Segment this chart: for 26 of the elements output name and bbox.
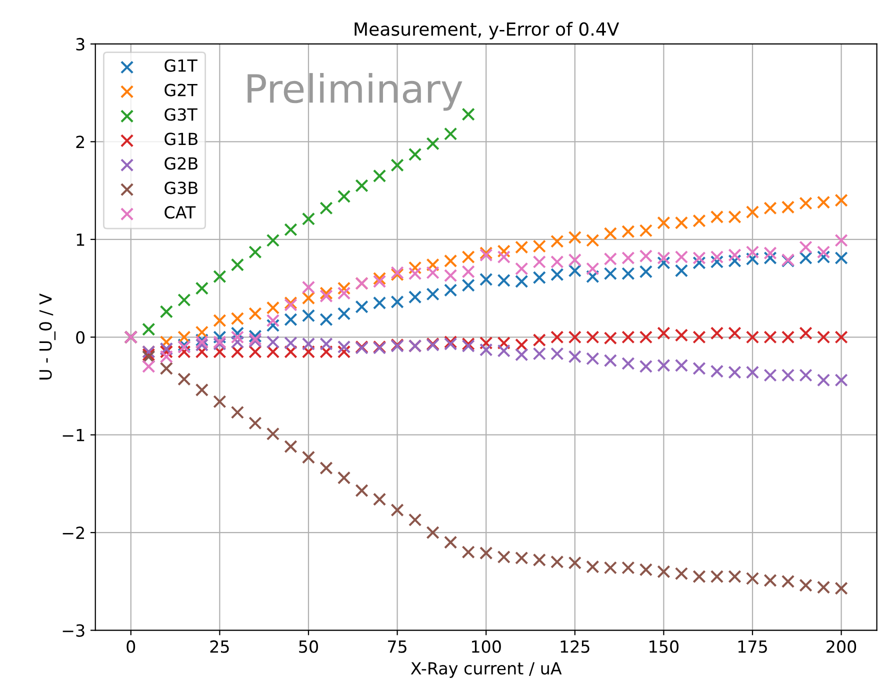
legend-label: CAT <box>164 206 196 219</box>
x-tick-label: 75 <box>388 640 406 653</box>
x-tick-label: 200 <box>826 640 856 653</box>
legend-label: G1B <box>164 132 198 146</box>
legend-label: G1T <box>164 59 198 72</box>
x-tick-label: 100 <box>472 640 501 653</box>
x-axis-title: X-Ray current / uA <box>410 662 562 678</box>
x-tick-label: 125 <box>560 640 590 653</box>
y-tick-label: −1 <box>62 429 84 442</box>
x-tick-label: 0 <box>126 640 136 653</box>
x-tick-label: 150 <box>650 640 678 653</box>
y-tick-label: 2 <box>76 136 84 148</box>
y-tick-label: 0 <box>76 331 85 344</box>
legend-label: G2B <box>164 157 198 170</box>
y-tick-label: 1 <box>76 234 84 246</box>
y-axis-title: U - U_0 / V <box>39 293 56 380</box>
y-tick-label: 3 <box>76 38 84 51</box>
legend-label: G2T <box>164 84 198 96</box>
x-tick-label: 25 <box>210 640 229 653</box>
chart-title: Measurement, y-Error of 0.4V <box>354 22 620 40</box>
x-tick-label: 50 <box>299 640 318 653</box>
legend-label: G3B <box>164 182 198 194</box>
y-tick-label: −3 <box>62 624 84 637</box>
x-tick-label: 175 <box>738 640 767 653</box>
legend-label: G3T <box>164 108 198 121</box>
y-tick-label: −2 <box>62 526 84 539</box>
